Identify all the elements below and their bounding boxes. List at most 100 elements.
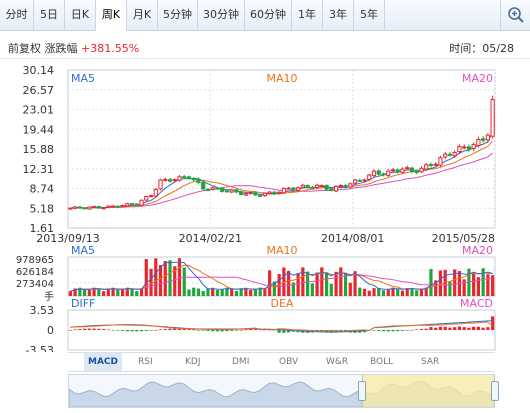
- candle-body: [91, 206, 97, 209]
- navigator-left-handle[interactable]: [358, 381, 366, 401]
- indicator-tab-5[interactable]: W&R: [326, 357, 349, 367]
- candle-body: [167, 179, 173, 182]
- tab-6[interactable]: 30分钟: [198, 0, 245, 30]
- tab-10[interactable]: 5年: [354, 0, 385, 30]
- macd-bar: [125, 330, 129, 332]
- info-bar: 前复权 涨跌幅 +381.55% 时间：05/28: [0, 36, 530, 59]
- indicator-tab-3[interactable]: DMI: [232, 357, 250, 367]
- volume-bar: [486, 274, 490, 296]
- volume-bar: [139, 288, 144, 296]
- vol-legend-ma10: MA10: [266, 244, 297, 257]
- candle-body: [452, 152, 457, 157]
- candle-body: [428, 163, 434, 167]
- candle-body: [177, 176, 182, 181]
- stock-chart[interactable]: 30.14 26.57 23.01 19.44 15.88 12.31 8.74 5.18 1.…: [0, 58, 530, 352]
- candle-body: [153, 188, 158, 197]
- candle-body: [367, 174, 372, 180]
- macd-bar: [135, 330, 139, 332]
- zoom-in-icon[interactable]: [500, 0, 530, 30]
- dea-line: [70, 321, 493, 332]
- tab-1[interactable]: 5日: [34, 0, 65, 30]
- macd-bar: [443, 326, 447, 330]
- macd-bar: [116, 330, 120, 331]
- change-label: 涨跌幅: [44, 42, 78, 55]
- volume-bar: [173, 266, 177, 296]
- volume-bar: [310, 283, 314, 296]
- macd-bar: [177, 328, 182, 330]
- volume-bar: [287, 270, 291, 296]
- volume-bar: [472, 272, 476, 296]
- indicator-tab-0[interactable]: MACD: [84, 353, 122, 371]
- candle-body: [471, 143, 476, 149]
- volume-bar: [111, 287, 115, 296]
- volume-bar: [272, 281, 276, 296]
- volume-bar: [324, 272, 329, 296]
- volume-bar: [305, 271, 310, 296]
- volume-bar: [211, 287, 215, 296]
- volume-bar: [125, 287, 129, 296]
- volume-bar: [154, 258, 158, 296]
- volume-bar: [187, 289, 191, 296]
- x-tick-label: 2013/09/13: [36, 232, 99, 245]
- tab-5[interactable]: 5分钟: [158, 0, 198, 30]
- macd-bar: [253, 328, 258, 330]
- volume-bar: [215, 289, 220, 296]
- volume-bar: [491, 275, 495, 296]
- navigator-right-handle[interactable]: [491, 381, 499, 401]
- tab-3[interactable]: 周K: [96, 0, 127, 31]
- tab-7[interactable]: 60分钟: [245, 0, 292, 30]
- volume-bar: [476, 277, 480, 296]
- indicator-tab-2[interactable]: KDJ: [185, 357, 201, 367]
- macd-bar: [120, 330, 125, 331]
- price-y-tick: 23.01: [23, 104, 55, 117]
- indicator-tab-1[interactable]: RSI: [138, 357, 153, 367]
- candle-body: [443, 153, 448, 158]
- candle-body: [125, 203, 130, 207]
- tab-9[interactable]: 3年: [323, 0, 354, 30]
- candle-body: [253, 192, 258, 196]
- macd-bar: [377, 330, 381, 331]
- volume-bar: [367, 290, 371, 296]
- volume-bar: [201, 290, 205, 296]
- tab-0[interactable]: 分时: [0, 0, 34, 30]
- navigator-window[interactable]: [358, 375, 499, 407]
- price-y-tick: 15.88: [23, 143, 55, 156]
- candle-body: [148, 195, 154, 198]
- candle-body: [376, 170, 381, 175]
- volume-bar: [296, 273, 300, 296]
- candle-body: [490, 99, 495, 137]
- tab-2[interactable]: 日K: [65, 0, 96, 30]
- tab-4[interactable]: 月K: [127, 0, 158, 30]
- candle-body: [371, 170, 377, 177]
- macd-bar: [476, 326, 480, 330]
- volume-bar: [230, 288, 234, 296]
- candle-body: [424, 164, 429, 170]
- adjust-label[interactable]: 前复权: [8, 42, 41, 55]
- candle-body: [129, 203, 135, 206]
- candle-body: [343, 184, 348, 188]
- macd-bar: [400, 330, 405, 331]
- candle-body: [319, 185, 324, 188]
- volume-unit: 手: [44, 290, 54, 303]
- price-y-tick: 12.31: [23, 163, 55, 176]
- volume-bar: [83, 289, 87, 296]
- indicator-tab-4[interactable]: OBV: [279, 357, 299, 367]
- range-navigator[interactable]: [68, 374, 499, 408]
- macd-bar: [92, 328, 96, 330]
- ma20-line: [70, 152, 493, 209]
- volume-bar: [358, 287, 362, 296]
- candle-body: [262, 192, 267, 197]
- tab-8[interactable]: 1年: [292, 0, 323, 30]
- macd-bar: [78, 329, 82, 330]
- indicator-tab-7[interactable]: SAR: [421, 357, 440, 367]
- candle-body: [139, 199, 144, 206]
- legend-ma5: MA5: [71, 72, 95, 85]
- candle-body: [110, 205, 116, 208]
- indicator-tab-6[interactable]: BOLL: [370, 357, 394, 367]
- candle-body: [305, 185, 310, 188]
- volume-bar: [120, 289, 125, 296]
- x-tick-label: 2014/08/01: [321, 232, 384, 245]
- volume-bar: [377, 287, 381, 296]
- macd-bar: [415, 329, 419, 331]
- candle-body: [186, 176, 192, 179]
